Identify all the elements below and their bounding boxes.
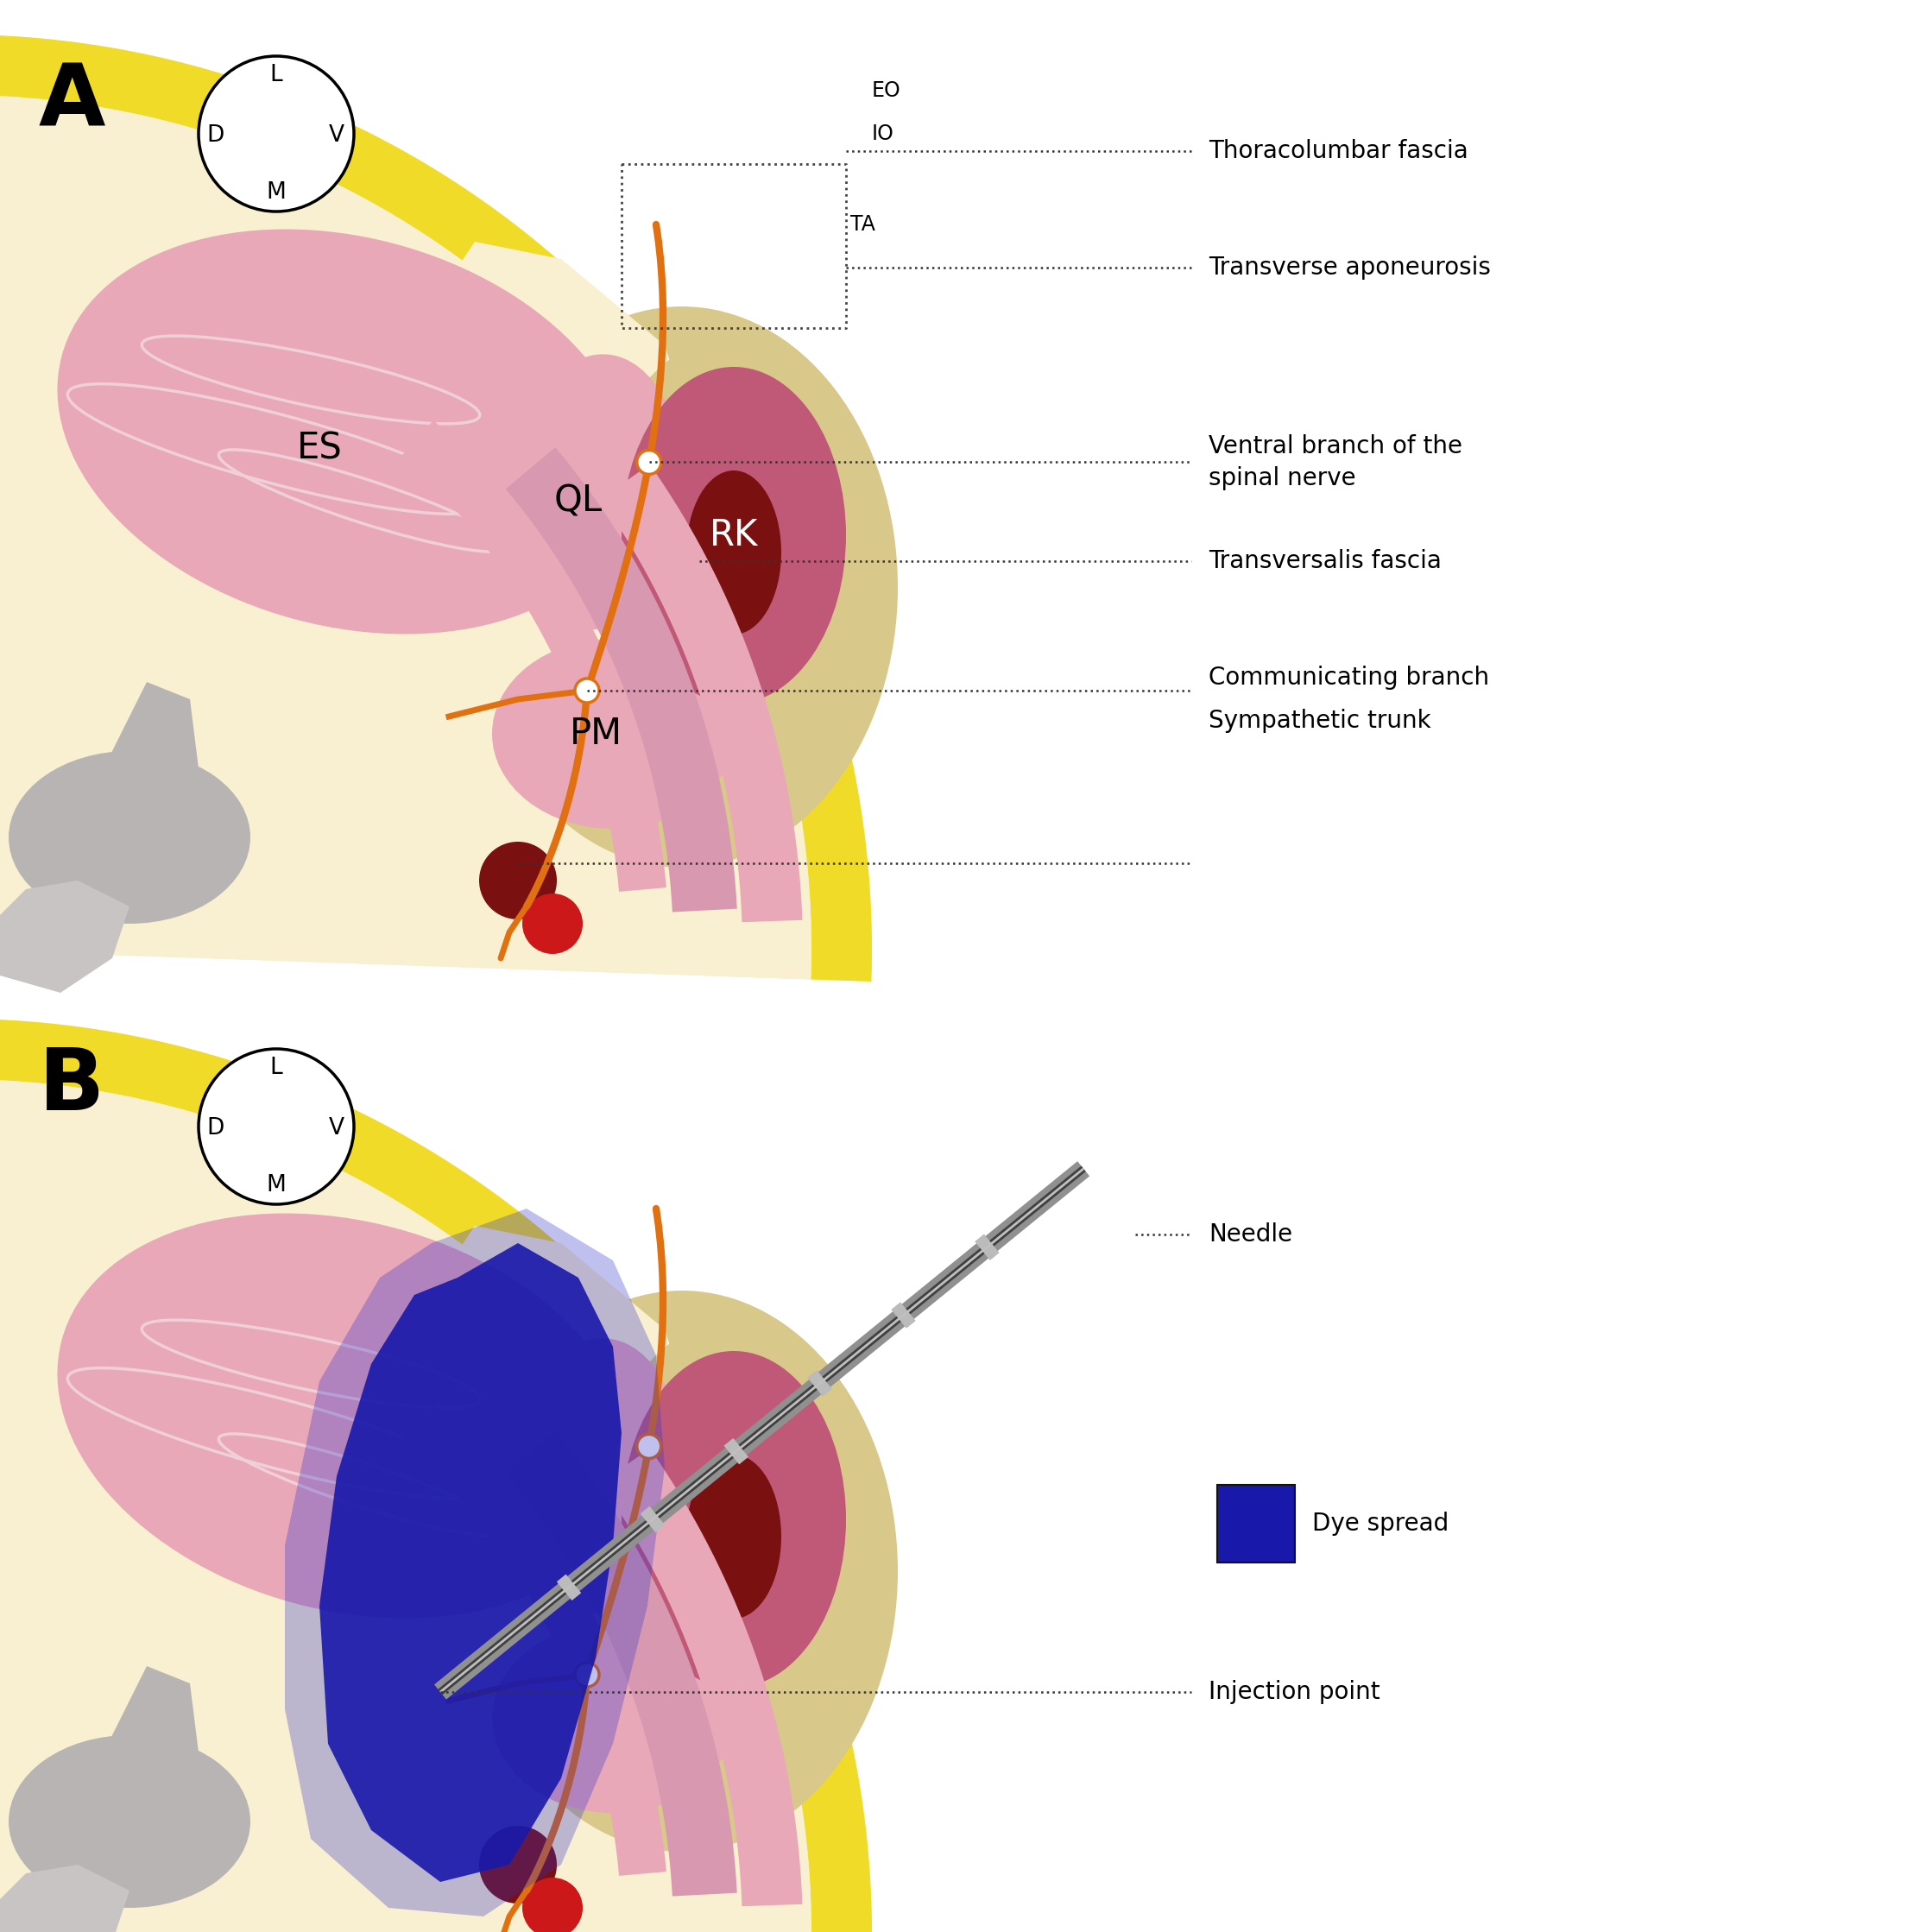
Text: Needle: Needle	[1209, 1223, 1293, 1246]
Text: QL: QL	[555, 483, 603, 520]
Ellipse shape	[467, 1291, 897, 1851]
Text: V: V	[329, 1117, 344, 1140]
Text: Communicating branch: Communicating branch	[1209, 667, 1488, 690]
Text: Sympathetic trunk: Sympathetic trunk	[1209, 709, 1431, 732]
FancyBboxPatch shape	[1217, 1486, 1295, 1563]
Ellipse shape	[57, 230, 633, 634]
Polygon shape	[505, 448, 737, 912]
Ellipse shape	[509, 1339, 683, 1613]
Text: Thoracolumbar fascia: Thoracolumbar fascia	[1209, 139, 1467, 162]
Text: IO: IO	[872, 124, 893, 145]
Polygon shape	[319, 1242, 622, 1882]
Ellipse shape	[492, 639, 735, 829]
Ellipse shape	[467, 307, 897, 867]
Circle shape	[522, 893, 583, 954]
Polygon shape	[103, 682, 199, 804]
Ellipse shape	[622, 367, 846, 703]
Ellipse shape	[595, 1321, 872, 1718]
Circle shape	[576, 1663, 599, 1687]
Polygon shape	[0, 95, 811, 980]
Ellipse shape	[10, 1735, 251, 1907]
Polygon shape	[601, 1449, 802, 1907]
Polygon shape	[402, 1405, 666, 1876]
Text: L: L	[270, 1057, 283, 1080]
Ellipse shape	[622, 1350, 846, 1689]
Text: D: D	[207, 124, 224, 147]
Circle shape	[576, 678, 599, 703]
Ellipse shape	[509, 354, 683, 630]
Text: PM: PM	[570, 715, 622, 752]
Text: ES: ES	[297, 431, 342, 468]
Text: RK: RK	[710, 518, 758, 553]
Text: Dye spread: Dye spread	[1312, 1511, 1448, 1536]
Circle shape	[478, 842, 557, 920]
Ellipse shape	[492, 1623, 735, 1812]
Polygon shape	[0, 1864, 130, 1932]
Polygon shape	[0, 1020, 872, 1932]
Polygon shape	[402, 421, 666, 893]
Text: M: M	[266, 1175, 287, 1196]
Ellipse shape	[10, 752, 251, 923]
Text: V: V	[329, 124, 344, 147]
Ellipse shape	[57, 1213, 633, 1619]
Text: A: A	[38, 60, 105, 145]
Polygon shape	[0, 1080, 811, 1932]
Text: Transversalis fascia: Transversalis fascia	[1209, 549, 1442, 574]
Polygon shape	[505, 1432, 737, 1895]
Polygon shape	[601, 464, 802, 922]
Text: TA: TA	[849, 214, 876, 236]
Polygon shape	[0, 881, 130, 993]
Circle shape	[199, 1049, 354, 1204]
Polygon shape	[0, 1020, 872, 1932]
Circle shape	[478, 1826, 557, 1903]
Ellipse shape	[595, 336, 872, 734]
Circle shape	[199, 56, 354, 211]
Circle shape	[637, 1434, 662, 1459]
Text: B: B	[38, 1045, 105, 1128]
Polygon shape	[0, 35, 872, 981]
Ellipse shape	[687, 471, 781, 634]
Circle shape	[522, 1878, 583, 1932]
Ellipse shape	[687, 1455, 781, 1619]
Text: L: L	[270, 64, 283, 87]
Text: EO: EO	[872, 81, 901, 100]
Text: Ventral branch of the
spinal nerve: Ventral branch of the spinal nerve	[1209, 435, 1462, 491]
Text: Injection point: Injection point	[1209, 1681, 1379, 1704]
Text: D: D	[207, 1117, 224, 1140]
Polygon shape	[0, 35, 872, 981]
Text: Transverse aponeurosis: Transverse aponeurosis	[1209, 255, 1490, 280]
Polygon shape	[354, 1225, 700, 1735]
Polygon shape	[103, 1665, 199, 1787]
Polygon shape	[285, 1209, 664, 1917]
Text: M: M	[266, 182, 287, 203]
Polygon shape	[354, 242, 700, 752]
Circle shape	[637, 450, 662, 473]
